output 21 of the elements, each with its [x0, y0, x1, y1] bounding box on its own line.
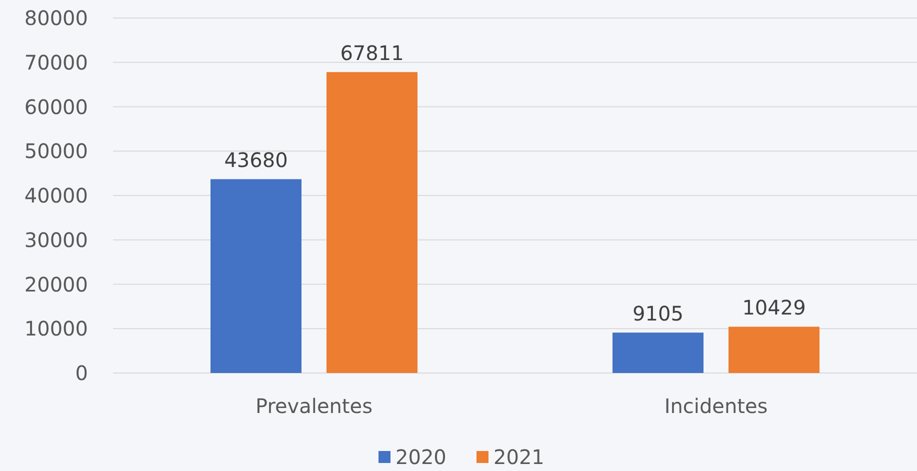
bar [612, 332, 704, 373]
y-tick-label: 50000 [24, 139, 88, 164]
y-tick-label: 40000 [24, 184, 88, 208]
data-label: 67811 [340, 41, 404, 66]
data-label: 43680 [224, 148, 288, 172]
y-tick-label: 80000 [24, 6, 88, 30]
y-tick-label: 60000 [24, 94, 88, 119]
legend-label: 2021 [494, 445, 544, 469]
y-tick-label: 10000 [24, 316, 88, 341]
y-tick-label: 70000 [24, 50, 88, 74]
legend-label: 2020 [396, 445, 446, 469]
bar [728, 326, 820, 373]
x-tick-label: Incidentes [664, 394, 768, 418]
x-tick-label: Prevalentes [256, 394, 372, 418]
y-tick-label: 30000 [24, 228, 88, 252]
data-label: 10429 [742, 296, 806, 320]
data-label: 9105 [632, 302, 684, 326]
y-tick-label: 0 [75, 361, 88, 385]
y-tick-label: 20000 [24, 272, 88, 296]
bar [210, 179, 302, 373]
bar [326, 72, 418, 373]
